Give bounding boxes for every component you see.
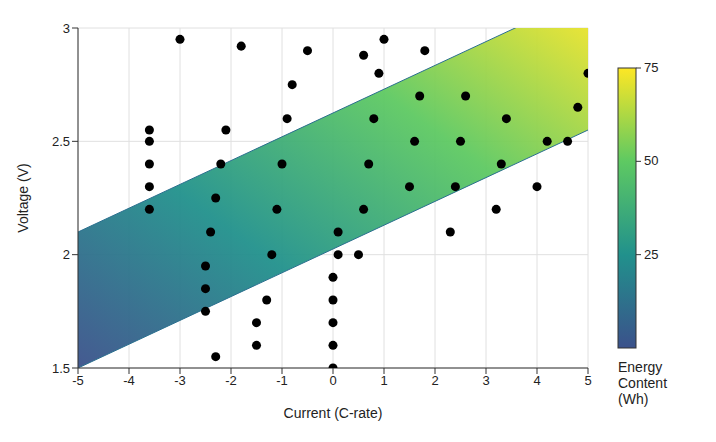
svg-text:2: 2 bbox=[431, 373, 438, 388]
svg-text:5: 5 bbox=[584, 373, 591, 388]
svg-text:3: 3 bbox=[63, 21, 70, 36]
svg-text:Content: Content bbox=[618, 375, 667, 391]
svg-text:2: 2 bbox=[63, 247, 70, 262]
svg-text:(Wh): (Wh) bbox=[618, 391, 648, 407]
svg-text:-4: -4 bbox=[123, 373, 135, 388]
svg-text:50: 50 bbox=[644, 153, 658, 168]
svg-text:75: 75 bbox=[644, 60, 658, 75]
svg-text:Energy: Energy bbox=[618, 359, 662, 375]
svg-text:3: 3 bbox=[482, 373, 489, 388]
svg-text:2.5: 2.5 bbox=[52, 134, 70, 149]
svg-text:-2: -2 bbox=[225, 373, 237, 388]
svg-text:-1: -1 bbox=[276, 373, 288, 388]
svg-text:25: 25 bbox=[644, 247, 658, 262]
svg-text:-3: -3 bbox=[174, 373, 186, 388]
svg-text:-5: -5 bbox=[72, 373, 84, 388]
svg-text:4: 4 bbox=[533, 373, 540, 388]
svg-text:1.5: 1.5 bbox=[52, 361, 70, 376]
svg-text:1: 1 bbox=[380, 373, 387, 388]
svg-text:Current (C-rate): Current (C-rate) bbox=[284, 405, 383, 421]
svg-text:Voltage (V): Voltage (V) bbox=[15, 163, 31, 232]
svg-text:0: 0 bbox=[329, 373, 336, 388]
